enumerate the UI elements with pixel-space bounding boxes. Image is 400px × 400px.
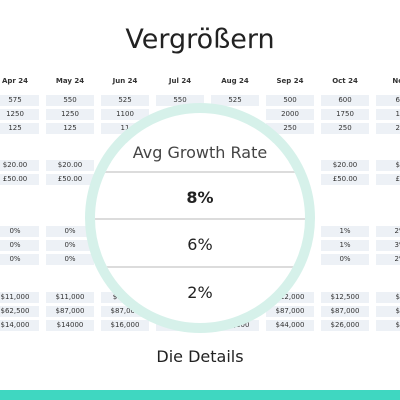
cell: 525 [101, 95, 149, 106]
cell: $1 [376, 306, 400, 317]
cell: $11,000 [0, 292, 39, 303]
cell: $87,000 [266, 306, 314, 317]
accent-bar [0, 390, 400, 400]
cell: £50.00 [321, 174, 369, 185]
magnified-value: 2% [187, 283, 213, 302]
cell: 1750 [321, 109, 369, 120]
cell: 17 [376, 109, 400, 120]
column-header: Sep 24 [276, 77, 304, 85]
cell: $20.00 [321, 160, 369, 171]
cell: 1250 [46, 109, 94, 120]
cell: £5 [376, 174, 400, 185]
cell: 1250 [0, 109, 39, 120]
magnifier-header: Avg Growth Rate [95, 143, 305, 162]
column-header: Apr 24 [1, 77, 29, 85]
column-header: Jul 24 [168, 77, 192, 85]
cell: 0% [0, 254, 39, 265]
cell: $14000 [46, 320, 94, 331]
cell: 11 [101, 123, 149, 134]
cell: 1% [321, 226, 369, 237]
cell: 550 [46, 95, 94, 106]
cell: $1 [376, 292, 400, 303]
cell: $87,000 [321, 306, 369, 317]
cell: 525 [211, 95, 259, 106]
cell: 0% [46, 240, 94, 251]
cell: $44,000 [266, 320, 314, 331]
cell: 1100 [101, 109, 149, 120]
divider [95, 218, 305, 220]
magnified-value: 8% [186, 188, 214, 207]
column-header: Oct 24 [332, 77, 358, 85]
cell: 0% [46, 254, 94, 265]
title: Vergrößern [125, 24, 275, 55]
cell: $62,500 [0, 306, 39, 317]
cell: $87,000 [46, 306, 94, 317]
cell: 250 [321, 123, 369, 134]
cell: $14,000 [0, 320, 39, 331]
cell: 3% [376, 240, 400, 251]
cell: 0% [46, 226, 94, 237]
cell: 550 [156, 95, 204, 106]
cell: $2 [376, 160, 400, 171]
cell: £50.00 [46, 174, 94, 185]
cell: $12,500 [321, 292, 369, 303]
cell: 0% [0, 240, 39, 251]
cell: 600 [321, 95, 369, 106]
cell: $1 [376, 320, 400, 331]
magnified-value: 6% [187, 235, 213, 254]
cell: $20.00 [0, 160, 39, 171]
column-header: Jun 24 [112, 77, 138, 85]
cell: 0% [321, 254, 369, 265]
cell: 1% [321, 240, 369, 251]
cell: $26,000 [321, 320, 369, 331]
cell: 0% [0, 226, 39, 237]
cell: $12,000 [266, 292, 314, 303]
cell: 62 [376, 95, 400, 106]
divider [95, 171, 305, 173]
cell: 2% [376, 226, 400, 237]
divider [95, 266, 305, 268]
cell: £50.00 [0, 174, 39, 185]
cell: $87,000 [101, 306, 149, 317]
cell: 125 [0, 123, 39, 134]
column-header: Nov [392, 77, 400, 85]
cell: 27 [376, 123, 400, 134]
cell: 2000 [266, 109, 314, 120]
column-header: Aug 24 [221, 77, 249, 85]
cell: 125 [46, 123, 94, 134]
cell: $16,000 [101, 320, 149, 331]
cell: 575 [0, 95, 39, 106]
magnifier: Avg Growth Rate 8% 6% 2% [85, 103, 315, 333]
cell: $11,000 [46, 292, 94, 303]
column-header: May 24 [55, 77, 85, 85]
cell: 250 [266, 123, 314, 134]
cell: 2% [376, 254, 400, 265]
cell: $20.00 [46, 160, 94, 171]
cell: 500 [266, 95, 314, 106]
footer: Die Details [156, 347, 244, 366]
